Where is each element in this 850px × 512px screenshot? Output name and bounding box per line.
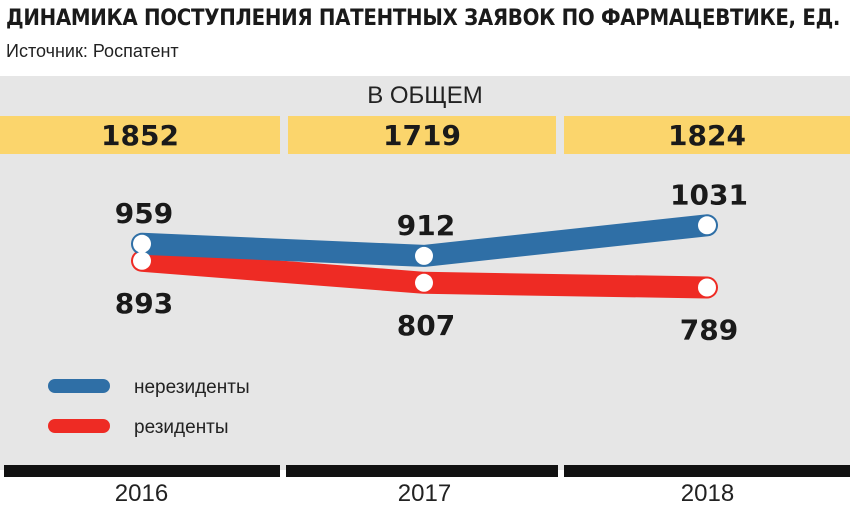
data-label-residents-2017: 807 <box>397 309 455 342</box>
x-tick-2017: 2017 <box>283 480 566 508</box>
axis-segment-2018 <box>564 465 850 477</box>
legend-label-residents: резиденты <box>134 417 229 438</box>
point-residents-2017 <box>415 274 433 292</box>
axis-segment-2016 <box>4 465 280 477</box>
legend-label-nonresidents: нерезиденты <box>134 377 250 398</box>
point-nonresidents-2017 <box>415 247 433 265</box>
data-label-residents-2016: 893 <box>115 287 173 320</box>
x-tick-2018: 2018 <box>566 480 849 508</box>
point-residents-2018 <box>698 279 716 297</box>
point-nonresidents-2018 <box>698 216 716 234</box>
x-tick-2016: 2016 <box>0 480 283 508</box>
data-label-nonresidents-2018: 1031 <box>670 178 748 211</box>
axis-segment-2017 <box>286 465 558 477</box>
data-label-nonresidents-2016: 959 <box>115 197 173 230</box>
point-nonresidents-2016 <box>133 235 151 253</box>
point-residents-2016 <box>133 252 151 270</box>
data-label-nonresidents-2017: 912 <box>397 209 455 242</box>
data-label-residents-2018: 789 <box>680 314 738 347</box>
